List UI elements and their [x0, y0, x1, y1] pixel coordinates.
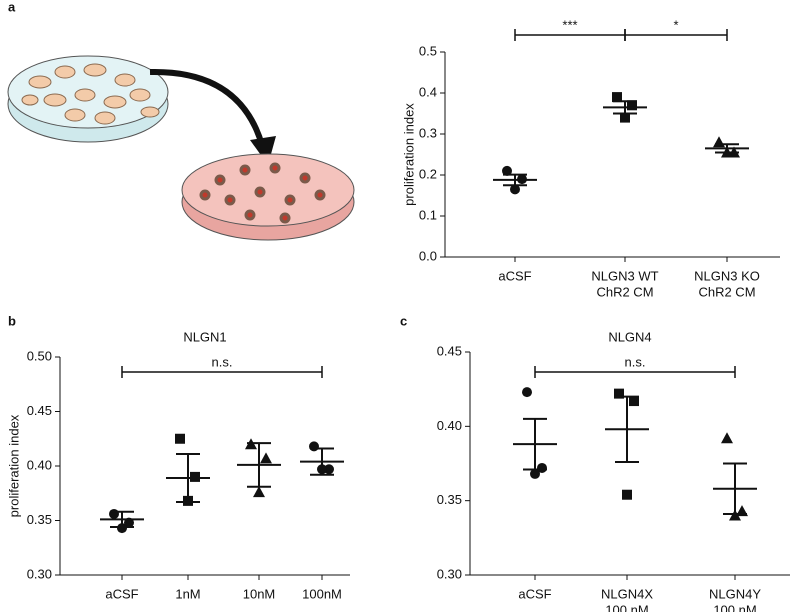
y-tick-label: 0.0: [419, 248, 437, 263]
x-tick-label: aCSF: [498, 268, 531, 283]
panel-label: a: [8, 0, 16, 14]
y-tick-label: 0.4: [419, 84, 437, 99]
point: [190, 471, 200, 482]
dish-top: [181, 153, 355, 227]
x-tick-label: 100 nM: [713, 602, 756, 612]
illustration: [7, 55, 355, 241]
panel-label: b: [8, 313, 16, 328]
significance-label: ***: [562, 17, 577, 32]
x-tick-label: 100 nM: [605, 602, 648, 612]
y-tick-label: 0.50: [27, 348, 52, 363]
x-tick-label: 100nM: [302, 586, 342, 601]
y-axis-label: proliferation index: [6, 414, 21, 517]
point: [627, 100, 637, 111]
cells: [21, 63, 160, 125]
point: [510, 184, 520, 195]
x-tick-label: 1nM: [175, 586, 200, 601]
x-tick-label: ChR2 CM: [596, 284, 653, 299]
significance-label: *: [673, 17, 678, 32]
point: [530, 468, 540, 479]
x-tick-label: NLGN3 KO: [694, 268, 760, 283]
x-tick-label: NLGN4Y: [709, 586, 761, 601]
point: [260, 452, 272, 464]
x-tick-label: ChR2 CM: [698, 284, 755, 299]
significance-label: n.s.: [625, 354, 646, 369]
point: [117, 523, 127, 534]
y-tick-label: 0.45: [27, 403, 52, 418]
x-tick-label: aCSF: [518, 586, 551, 601]
y-tick-label: 0.30: [27, 566, 52, 581]
point: [629, 396, 639, 407]
y-tick-label: 0.35: [27, 512, 52, 527]
point: [612, 92, 622, 103]
x-tick-label: NLGN3 WT: [591, 268, 658, 283]
significance-label: n.s.: [212, 354, 233, 369]
point: [620, 112, 630, 123]
point: [502, 165, 512, 176]
x-tick-label: aCSF: [105, 586, 138, 601]
point: [175, 433, 185, 444]
y-tick-label: 0.40: [437, 418, 462, 433]
panel-label: c: [400, 313, 407, 328]
y-tick-label: 0.35: [437, 492, 462, 507]
y-axis-label: proliferation index: [401, 103, 416, 206]
y-tick-label: 0.5: [419, 43, 437, 58]
x-tick-label: NLGN4X: [601, 586, 653, 601]
chart-title: NLGN4: [608, 329, 651, 344]
cells: [199, 162, 326, 224]
point: [109, 508, 119, 519]
point: [253, 486, 265, 498]
chart-title: NLGN1: [183, 329, 226, 344]
arrow: [149, 68, 265, 146]
point: [622, 489, 632, 500]
y-tick-label: 0.30: [437, 566, 462, 581]
y-tick-label: 0.2: [419, 166, 437, 181]
y-tick-label: 0.40: [27, 457, 52, 472]
x-tick-label: 10nM: [243, 586, 276, 601]
point: [324, 464, 334, 475]
point: [713, 136, 725, 148]
y-tick-label: 0.45: [437, 343, 462, 358]
y-tick-label: 0.3: [419, 125, 437, 140]
point: [537, 462, 547, 473]
point: [309, 441, 319, 452]
point: [721, 432, 733, 444]
y-tick-label: 0.1: [419, 207, 437, 222]
point: [614, 388, 624, 399]
point: [522, 387, 532, 398]
